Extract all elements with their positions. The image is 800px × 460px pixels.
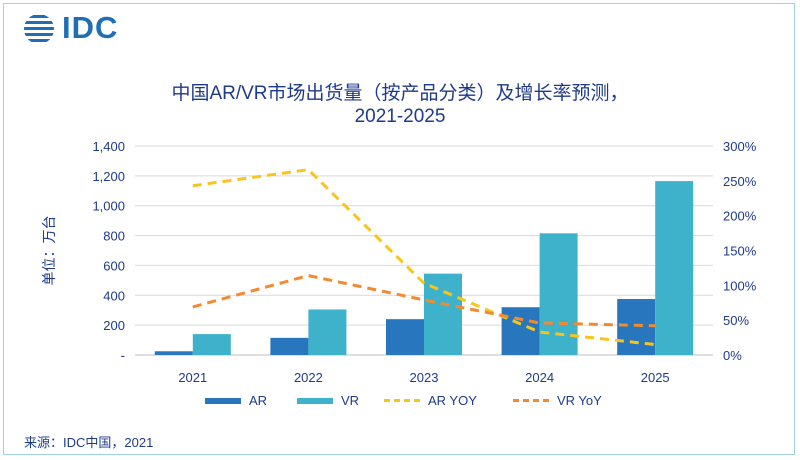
y2-tick-label: 250% bbox=[723, 174, 757, 189]
legend-vr-yoy: VR YoY bbox=[513, 393, 602, 408]
legend-swatch bbox=[384, 399, 420, 402]
legend-label: VR YoY bbox=[557, 393, 602, 408]
y2-tick-label: 50% bbox=[723, 313, 749, 328]
x-tick-label: 2025 bbox=[641, 370, 670, 385]
y-tick-label: 600 bbox=[103, 258, 125, 273]
x-tick-label: 2024 bbox=[525, 370, 554, 385]
bar-ar bbox=[270, 337, 309, 355]
legend-swatch bbox=[205, 397, 241, 404]
chart-frame bbox=[3, 3, 795, 455]
y2-tick-label: 150% bbox=[723, 244, 757, 259]
y2-tick-label: 200% bbox=[723, 209, 757, 224]
y-tick-label: 200 bbox=[103, 318, 125, 333]
y-axis-label: 单位：万台 bbox=[41, 216, 57, 286]
y-tick-label: 800 bbox=[103, 229, 125, 244]
y2-tick-label: 100% bbox=[723, 278, 757, 293]
bar-ar bbox=[386, 319, 424, 355]
legend-label: VR bbox=[341, 393, 360, 408]
bar-vr bbox=[655, 181, 694, 355]
legend-ar: AR bbox=[205, 393, 267, 408]
y-tick-label: 400 bbox=[103, 288, 125, 303]
logo-text: IDC bbox=[62, 10, 119, 45]
legend-swatch bbox=[513, 399, 549, 402]
y2-tick-label: 300% bbox=[723, 139, 757, 154]
y2-tick-label: 0% bbox=[723, 348, 742, 363]
x-tick-label: 2023 bbox=[410, 370, 439, 385]
y-tick-label: 1,200 bbox=[92, 169, 125, 184]
chart-title-years: 2021-2025 bbox=[354, 106, 446, 127]
legend-label: AR bbox=[249, 393, 268, 408]
bar-vr bbox=[308, 309, 347, 355]
line-vr-yoy bbox=[192, 274, 656, 328]
source-note: 来源：IDC中国，2021 bbox=[24, 435, 154, 450]
line-ar-yoy bbox=[192, 168, 656, 347]
legend-ar-yoy: AR YOY bbox=[384, 393, 477, 408]
x-tick-label: 2022 bbox=[294, 370, 323, 385]
legend-vr: VR bbox=[297, 393, 359, 408]
y-tick-label: 1,400 bbox=[92, 139, 125, 154]
y-tick-label: - bbox=[121, 348, 125, 363]
y-tick-label: 1,000 bbox=[92, 199, 125, 214]
chart-title: 中国AR/VR市场出货量（按产品分类）及增长率预测， bbox=[171, 83, 629, 104]
legend-swatch bbox=[297, 397, 333, 404]
legend-label: AR YOY bbox=[428, 393, 477, 408]
x-tick-label: 2021 bbox=[178, 370, 207, 385]
bar-vr bbox=[192, 334, 231, 355]
bar-ar bbox=[154, 351, 193, 355]
globe-icon bbox=[24, 15, 54, 42]
legend: AR VR AR YOY VR YoY bbox=[0, 393, 800, 411]
